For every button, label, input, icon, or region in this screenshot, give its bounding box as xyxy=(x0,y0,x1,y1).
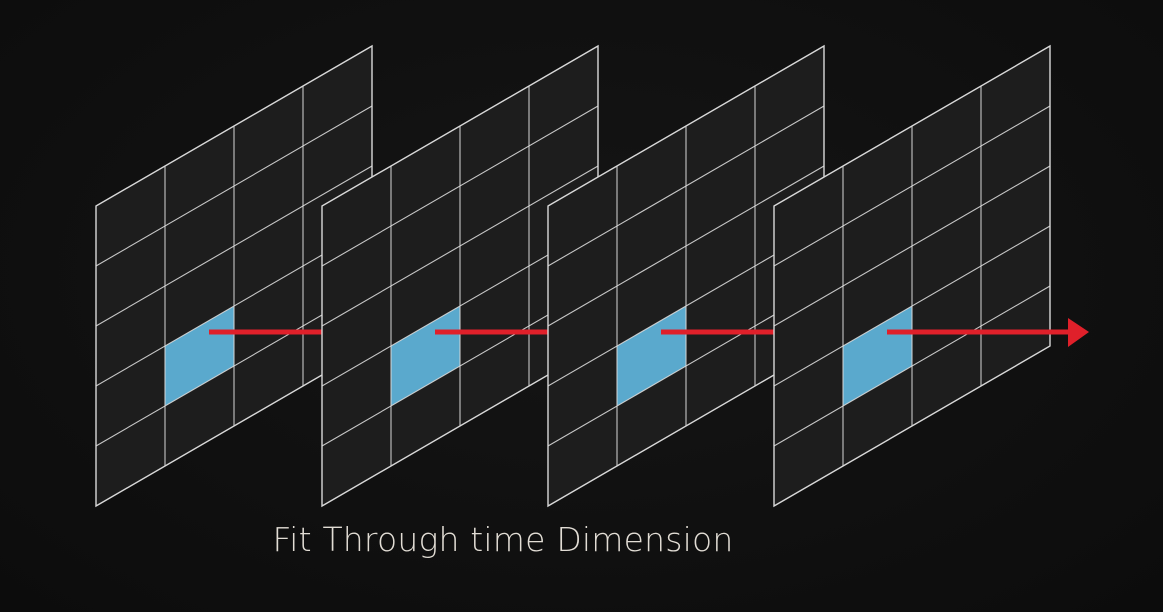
time-frame xyxy=(95,44,373,508)
diagram-caption: Fit Through time Dimension xyxy=(272,520,734,559)
frame-border xyxy=(773,44,1051,508)
arrow-head xyxy=(1068,318,1089,347)
